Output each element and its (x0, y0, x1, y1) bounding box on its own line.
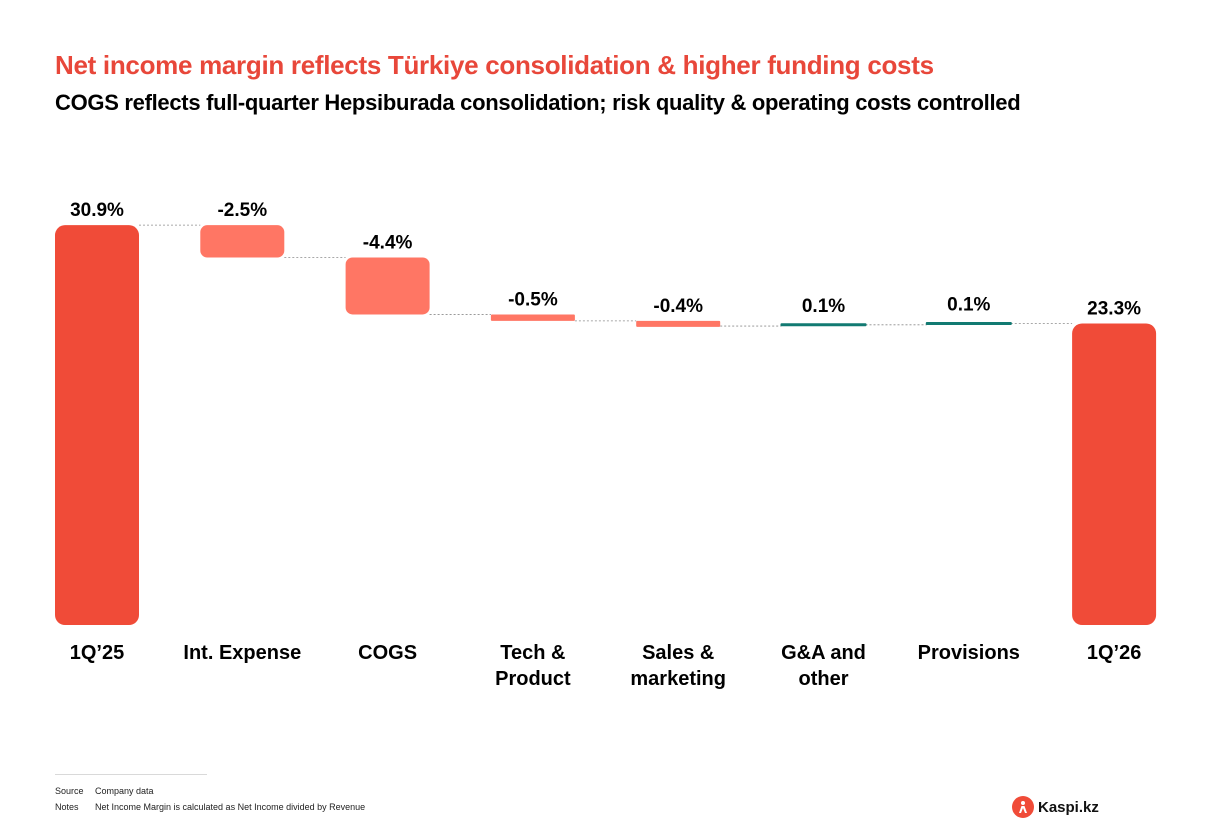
category-label: COGS (358, 642, 417, 664)
category-label: Tech & (500, 642, 565, 664)
logo-text: Kaspi.kz (1038, 798, 1099, 816)
category-label: 1Q’25 (70, 642, 124, 664)
data-label: 23.3% (1087, 298, 1141, 319)
footnote-notes: Notes Net Income Margin is calculated as … (55, 802, 365, 812)
decrease-bar (200, 225, 285, 258)
footnote-source: Source Company data (55, 786, 154, 796)
decrease-bar (345, 257, 430, 315)
total-bar (55, 225, 139, 626)
category-label: other (799, 668, 849, 690)
data-label: -4.4% (363, 233, 413, 254)
increase-bar (925, 321, 1012, 325)
category-label: G&A and (781, 642, 866, 664)
decrease-bar (636, 320, 721, 327)
increase-bar (780, 323, 867, 327)
category-label: Int. Expense (183, 642, 301, 664)
waterfall-chart: 30.9% 1Q’25 -2.5% Int. Expense -4.4% COGS -0.5… (55, 200, 1157, 690)
data-label: -0.4% (653, 296, 703, 317)
source-text: Company data (95, 786, 154, 796)
footer-divider (55, 774, 207, 775)
chart-title: Net income margin reflects Türkiye conso… (55, 50, 934, 80)
kaspi-logo-glyph (1019, 801, 1027, 813)
kaspi-logo: Kaspi.kz (1012, 795, 1099, 819)
data-label: 0.1% (947, 294, 990, 315)
chart-subtitle: COGS reflects full-quarter Hepsiburada c… (55, 90, 1021, 115)
decrease-bar (490, 314, 575, 321)
notes-key: Notes (55, 802, 79, 812)
category-label: 1Q’26 (1087, 642, 1141, 664)
notes-text: Net Income Margin is calculated as Net I… (95, 802, 366, 812)
data-label: 0.1% (802, 296, 845, 317)
kaspi-logo-icon (1012, 796, 1034, 818)
data-label: -2.5% (217, 200, 267, 221)
category-label: marketing (630, 668, 726, 690)
data-label: -0.5% (508, 289, 558, 310)
data-label: 30.9% (70, 200, 124, 221)
category-label: Product (495, 668, 571, 690)
total-bar (1072, 323, 1157, 625)
category-label: Provisions (918, 642, 1020, 664)
category-label: Sales & (642, 642, 714, 664)
source-key: Source (55, 786, 84, 796)
